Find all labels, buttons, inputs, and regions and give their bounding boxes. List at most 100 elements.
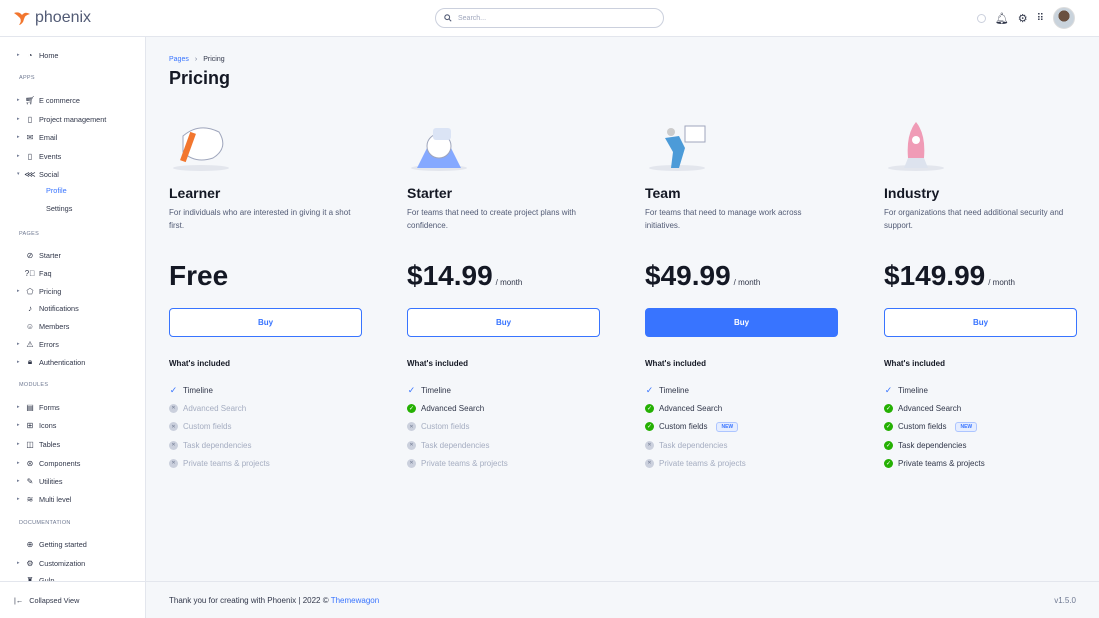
- sidebar-item-tables[interactable]: ▸ ◫ Tables: [17, 438, 60, 450]
- sidebar-item-customization[interactable]: ▸ ⚙ Customization: [17, 557, 85, 569]
- pricing-card-industry: Industry For organizations that need add…: [884, 118, 1077, 468]
- caret-right-icon: ▸: [17, 560, 20, 566]
- clock-icon: ◔: [27, 50, 33, 60]
- clipboard-icon: ▯: [27, 114, 33, 124]
- check-circle-icon: ✓: [884, 422, 893, 432]
- buy-button[interactable]: Buy: [407, 308, 600, 337]
- x-circle-icon: ✕: [407, 458, 416, 468]
- feature-label: Custom fields: [183, 422, 232, 432]
- sidebar-item-label: Components: [39, 458, 81, 468]
- sidebar-item-project-management[interactable]: ▸ ▯ Project management: [17, 113, 106, 125]
- feature-item: ✕ Custom fields: [169, 418, 270, 436]
- sidebar-section-apps: APPS: [19, 75, 35, 81]
- version: v1.5.0: [1054, 595, 1076, 605]
- pricing-card-team: Team For teams that need to manage work …: [645, 118, 838, 468]
- whats-included-heading: What's included: [169, 359, 231, 368]
- buy-button[interactable]: Buy: [645, 308, 838, 337]
- sidebar-subitem-profile[interactable]: Profile: [46, 186, 67, 195]
- avatar[interactable]: [1053, 7, 1075, 29]
- tool-icon: ✎: [26, 476, 34, 486]
- sidebar-item-starter[interactable]: ⊘ Starter: [17, 249, 61, 261]
- logo[interactable]: phoenix: [13, 9, 91, 27]
- caret-right-icon: ▸: [17, 116, 20, 122]
- caret-right-icon: ▸: [17, 441, 20, 447]
- footer-link[interactable]: Themewagon: [330, 595, 380, 605]
- breadcrumb-pages[interactable]: Pages: [169, 56, 189, 63]
- whats-included-heading: What's included: [645, 359, 707, 368]
- sidebar-item-label: Project management: [39, 114, 107, 124]
- sidebar-item-pricing[interactable]: ▸ ⬠ Pricing: [17, 285, 61, 297]
- plan-name: Team: [645, 185, 681, 201]
- feature-item: ✓ Timeline: [407, 381, 508, 399]
- caret-right-icon: ▸: [17, 478, 20, 484]
- theme-toggle-icon[interactable]: [976, 13, 986, 23]
- sidebar-subitem-settings[interactable]: Settings: [46, 204, 73, 213]
- plan-illustration-icon: [649, 125, 706, 171]
- feature-label: Custom fields: [659, 422, 708, 432]
- sidebar-item-utilities[interactable]: ▸ ✎ Utilities: [17, 475, 63, 487]
- feature-item: ✕ Task dependencies: [645, 436, 746, 454]
- bell-icon[interactable]: 🔔︎: [994, 12, 1009, 25]
- sidebar-item-label: Faq: [39, 268, 52, 278]
- buy-button[interactable]: Buy: [884, 308, 1077, 337]
- sidebar-item-authentication[interactable]: ▸ 🔒︎ Authentication: [17, 356, 85, 368]
- check-circle-icon: ✓: [645, 403, 654, 413]
- plan-name: Learner: [169, 185, 221, 201]
- sidebar-item-events[interactable]: ▸ ▯ Events: [17, 150, 61, 162]
- feature-item: ✓ Timeline: [884, 381, 985, 399]
- tag-icon: ⬠: [26, 286, 34, 296]
- lock-icon: 🔒︎: [27, 357, 33, 366]
- page-title: Pricing: [169, 68, 231, 88]
- gear-icon[interactable]: ⚙: [1017, 12, 1028, 25]
- caret-right-icon: ▸: [17, 496, 20, 502]
- check-circle-icon: ✓: [407, 403, 416, 413]
- feature-label: Private teams & projects: [898, 458, 985, 468]
- feature-label: Task dependencies: [183, 440, 252, 450]
- caret-down-icon: ▾: [17, 171, 20, 177]
- feature-item: ✕ Private teams & projects: [407, 454, 508, 472]
- sidebar-item-email[interactable]: ▸ ✉ Email: [17, 131, 57, 143]
- feature-label: Task dependencies: [421, 440, 490, 450]
- sidebar-item-faq[interactable]: ?⃝ Faq: [17, 267, 52, 279]
- layers-icon: ≋: [26, 494, 34, 504]
- sidebar-item-gulp[interactable]: ♜ Gulp: [17, 574, 54, 582]
- sidebar-item-icons[interactable]: ▸ ⊞ Icons: [17, 419, 56, 431]
- plan-description: For individuals who are interested in gi…: [169, 208, 351, 230]
- new-badge: NEW: [716, 421, 739, 432]
- sidebar-item-members[interactable]: ☺ Members: [17, 320, 70, 332]
- sidebar-item-label: Errors: [39, 339, 59, 349]
- grid-icon[interactable]: ⠿: [1036, 12, 1044, 24]
- sidebar-item-getting-started[interactable]: ⊕ Getting started: [17, 538, 87, 550]
- check-circle-icon: ✓: [645, 422, 654, 432]
- sidebar-item-label: Social: [39, 169, 59, 179]
- caret-right-icon: ▸: [17, 153, 20, 159]
- sidebar-item-multi-level[interactable]: ▸ ≋ Multi level: [17, 493, 71, 505]
- buy-button[interactable]: Buy: [169, 308, 362, 337]
- search-input[interactable]: Search...: [435, 8, 664, 28]
- sidebar-item-notifications[interactable]: ♪ Notifications: [17, 302, 79, 314]
- sidebar-item-components[interactable]: ▸ ⊛ Components: [17, 457, 80, 469]
- help-icon: ?⃝: [24, 268, 36, 278]
- feature-label: Task dependencies: [659, 440, 728, 450]
- sidebar-item-e-commerce[interactable]: ▸ 🛒︎ E commerce: [17, 94, 80, 106]
- collapsed-view-button[interactable]: |← Collapsed View: [0, 581, 145, 618]
- new-badge: NEW: [955, 421, 978, 432]
- sidebar-item-social[interactable]: ▾ ⋘ Social: [17, 168, 59, 180]
- sidebar-item-label: Notifications: [39, 303, 79, 313]
- gulp-icon: ♜: [26, 575, 34, 582]
- sidebar-item-errors[interactable]: ▸ ⚠ Errors: [17, 338, 59, 350]
- feature-item: ✓ Timeline: [169, 381, 270, 399]
- plan-description: For teams that need to manage work acros…: [645, 208, 802, 230]
- price-period: / month: [495, 278, 523, 287]
- check-circle-icon: ✓: [884, 440, 893, 450]
- caret-right-icon: ▸: [17, 52, 20, 58]
- calendar-icon: ▯: [27, 151, 33, 161]
- sidebar-item-forms[interactable]: ▸ ▤ Forms: [17, 401, 60, 413]
- feature-item: ✓ Advanced Search: [884, 399, 985, 417]
- sidebar-item-home[interactable]: ▸ ◔ Home: [17, 49, 58, 61]
- sidebar-item-label: Utilities: [39, 476, 63, 486]
- pricing-card-learner: Learner For individuals who are interest…: [169, 118, 362, 468]
- footer: Thank you for creating with Phoenix | 20…: [146, 581, 1099, 618]
- price-period: / month: [988, 278, 1015, 287]
- caret-right-icon: ▸: [17, 97, 20, 103]
